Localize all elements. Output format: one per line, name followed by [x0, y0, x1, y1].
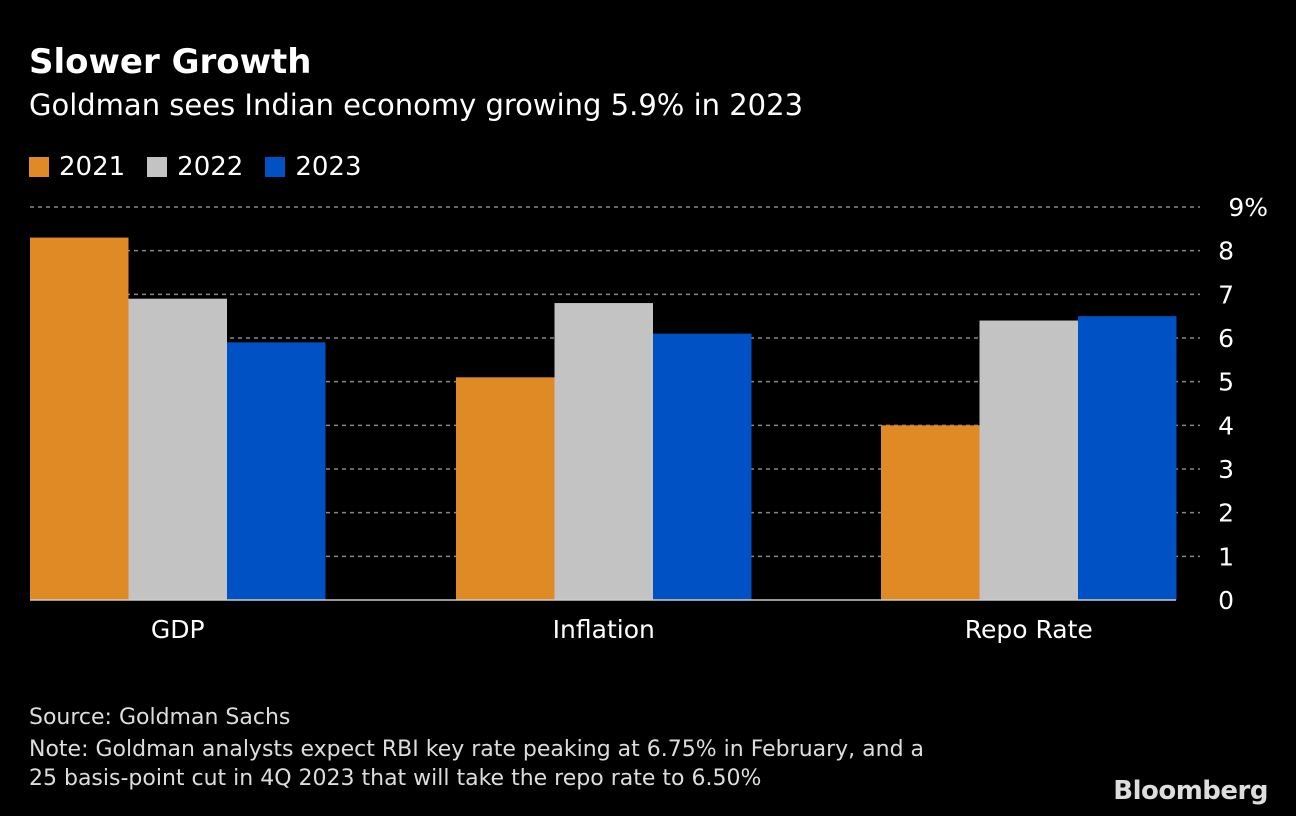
- legend-swatch: [147, 157, 168, 177]
- y-tick-label: 7: [1218, 280, 1234, 309]
- chart-subtitle: Goldman sees Indian economy growing 5.9%…: [29, 88, 804, 122]
- bar-repo-rate-2021: [881, 425, 980, 600]
- legend-item: 2023: [265, 152, 362, 182]
- legend-item: 2021: [29, 152, 125, 182]
- legend-swatch: [265, 157, 286, 177]
- legend: 2021 2022 2023: [29, 152, 362, 182]
- y-tick-label: 6: [1218, 324, 1234, 353]
- chart-title: Slower Growth: [29, 42, 312, 82]
- bar-inflation-2023: [653, 333, 752, 600]
- legend-label: 2021: [59, 152, 126, 182]
- x-category-label: Repo Rate: [965, 615, 1093, 644]
- bar-inflation-2022: [554, 303, 653, 600]
- y-tick-label: 3: [1218, 455, 1234, 484]
- bloomberg-logo: Bloomberg: [1113, 776, 1268, 806]
- x-category-label: GDP: [151, 615, 205, 644]
- bar-gdp-2023: [227, 342, 326, 600]
- y-tick-label: 9%: [1228, 193, 1268, 222]
- legend-label: 2023: [295, 152, 362, 182]
- y-tick-label: 2: [1218, 499, 1234, 528]
- y-tick-label: 5: [1218, 368, 1234, 397]
- y-tick-label: 4: [1218, 411, 1234, 440]
- bar-repo-rate-2022: [979, 320, 1078, 600]
- bar-chart: 0 1 2 3 4 5 6 7 8 9% GDP Inflation Repo Rate: [30, 193, 1268, 644]
- legend-swatch: [29, 157, 49, 177]
- y-tick-label: 1: [1218, 542, 1234, 571]
- bar-inflation-2021: [456, 377, 555, 600]
- bar-gdp-2021: [30, 237, 129, 601]
- footnote-line-2: 25 basis-point cut in 4Q 2023 that will …: [29, 766, 762, 791]
- bar-repo-rate-2023: [1078, 316, 1177, 600]
- source-note: Source: Goldman Sachs: [29, 705, 291, 730]
- footnote-line-1: Note: Goldman analysts expect RBI key ra…: [29, 737, 925, 762]
- bar-gdp-2022: [128, 298, 227, 600]
- legend-item: 2022: [147, 152, 243, 182]
- x-category-label: Inflation: [553, 615, 655, 644]
- legend-label: 2022: [177, 152, 244, 182]
- y-tick-label: 0: [1218, 586, 1234, 615]
- y-tick-label: 8: [1218, 237, 1234, 266]
